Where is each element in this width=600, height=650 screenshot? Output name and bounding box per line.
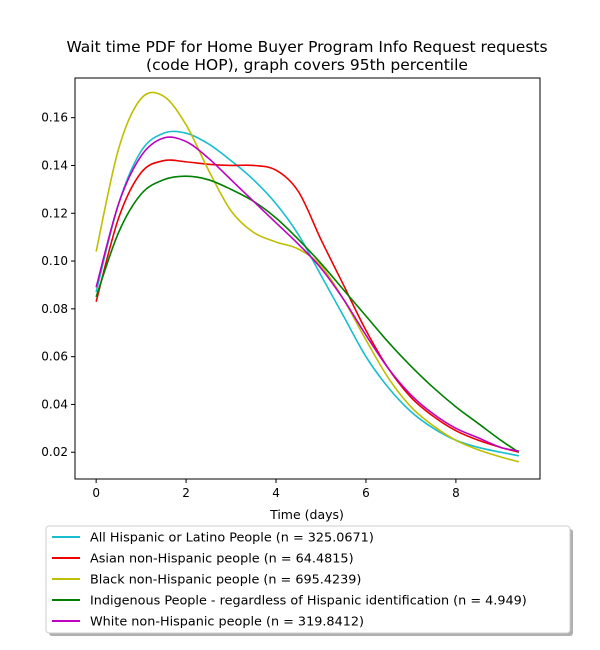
x-tick-label: 0 (92, 486, 100, 500)
x-tick-label: 8 (452, 486, 460, 500)
chart-title-line-2: (code HOP), graph covers 95th percentile (146, 56, 468, 74)
x-tick-label: 6 (362, 486, 370, 500)
legend-box (45, 525, 571, 634)
y-tick-label: 0.04 (41, 397, 68, 411)
x-tick-label: 4 (272, 486, 280, 500)
legend-label-5: White non-Hispanic people (n = 319.8412) (90, 615, 364, 630)
legend-label-1: All Hispanic or Latino People (n = 325.0… (90, 531, 374, 546)
legend-label-2: Asian non-Hispanic people (n = 64.4815) (90, 552, 354, 567)
series-line-5 (95, 136, 520, 452)
y-axis-ticks: 0.02 0.04 0.06 0.08 0.10 0.12 0.14 0.16 (41, 111, 75, 459)
series-line-4 (95, 175, 520, 453)
x-axis-ticks: 0 2 4 6 8 (92, 479, 460, 500)
y-tick-label: 0.10 (41, 254, 68, 268)
series-line-3 (95, 91, 520, 463)
legend-label-4: Indigenous People - regardless of Hispan… (90, 594, 527, 609)
x-tick-label: 2 (182, 486, 190, 500)
y-tick-label: 0.14 (41, 158, 68, 172)
y-tick-label: 0.12 (41, 206, 68, 220)
x-axis-label: Time (days) (269, 507, 344, 522)
series-lines (95, 91, 520, 463)
chart-title-line-1: Wait time PDF for Home Buyer Program Inf… (66, 38, 547, 56)
y-tick-label: 0.06 (41, 350, 68, 364)
legend: All Hispanic or Latino People (n = 325.0… (45, 525, 573, 636)
y-tick-label: 0.16 (41, 111, 68, 125)
series-line-2 (95, 159, 520, 454)
y-tick-label: 0.08 (41, 302, 68, 316)
plot-frame (74, 77, 541, 480)
y-tick-label: 0.02 (41, 445, 68, 459)
legend-label-3: Black non-Hispanic people (n = 695.4239) (90, 573, 361, 588)
